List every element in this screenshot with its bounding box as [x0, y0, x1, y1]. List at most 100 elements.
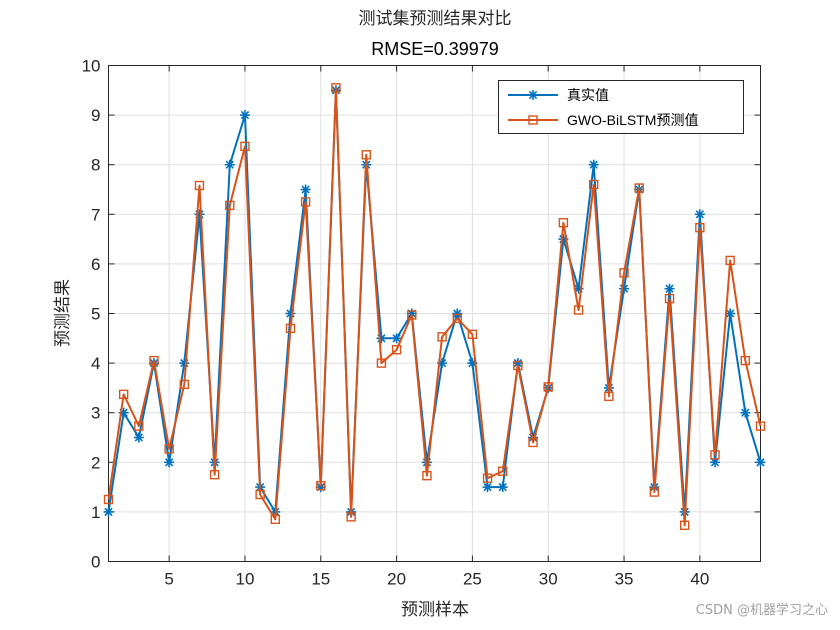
series-2-point: [452, 313, 462, 324]
series-2-point: [225, 200, 235, 211]
series-2-point: [179, 379, 190, 390]
legend-box: [498, 80, 744, 134]
series-2-point: [467, 329, 478, 340]
series-1-point: [755, 457, 766, 468]
series-1-point: [179, 358, 190, 369]
series-1-point: [725, 308, 736, 319]
chart-title: 测试集预测结果对比: [359, 9, 512, 29]
x-tick-label: 20: [387, 570, 406, 589]
x-tick-label: 10: [236, 570, 255, 589]
series-2-point: [391, 345, 402, 355]
series-2-point: [164, 444, 174, 454]
y-tick-label: 10: [82, 57, 101, 76]
series-1-point: [740, 407, 751, 418]
series-2-point: [346, 512, 356, 522]
watermark: CSDN @机器学习之心: [696, 602, 828, 618]
series-2-point: [134, 421, 144, 431]
series-2-point: [255, 489, 265, 500]
series-2-point: [528, 437, 538, 448]
series-2-point: [604, 391, 614, 402]
series-2-point: [240, 141, 250, 152]
x-tick-label: 30: [539, 570, 558, 589]
legend-marker-series-2: [528, 115, 538, 125]
series-2-point: [149, 355, 159, 366]
series-1-point: [285, 308, 296, 319]
series-2-point: [209, 470, 220, 480]
axis-ticks: 5 10 15 20 25 30 35 40 0 1 2 3 4 5 6 7 8 9 10: [82, 57, 761, 589]
series-2-point: [710, 450, 720, 460]
series-2-point: [573, 305, 584, 315]
series-1-point: [588, 159, 599, 170]
series-2-point: [558, 218, 569, 228]
y-tick-label: 3: [91, 404, 100, 423]
series-2-point: [664, 293, 675, 304]
series-1-point: [376, 333, 387, 344]
legend-label-series-2: GWO-BiLSTM预测值: [567, 112, 698, 128]
series-2-point: [695, 222, 705, 233]
series-2-point: [285, 323, 296, 334]
series-2-point: [482, 473, 493, 483]
x-tick-label: 35: [615, 570, 634, 589]
x-axis-label: 预测样本: [401, 600, 469, 620]
series-1-point: [391, 333, 402, 344]
x-tick-label: 15: [311, 570, 330, 589]
y-axis-label: 预测结果: [53, 279, 73, 347]
series-1-point: [133, 432, 144, 443]
y-tick-label: 9: [91, 106, 100, 125]
series-2-point: [513, 360, 523, 371]
series-1-point: [497, 482, 508, 493]
y-tick-label: 1: [91, 503, 100, 522]
chart-subtitle: RMSE=0.39979: [371, 39, 499, 59]
legend-label-series-1: 真实值: [567, 87, 609, 103]
y-tick-label: 5: [91, 305, 100, 324]
series-2-point: [361, 150, 371, 160]
y-tick-label: 0: [91, 553, 100, 572]
y-tick-label: 2: [91, 453, 100, 472]
series-2-point: [103, 494, 114, 505]
series-2-point: [740, 355, 751, 366]
series-1-point: [452, 308, 463, 319]
series-1-point: [694, 209, 705, 220]
series-2-point: [376, 358, 387, 368]
series-2-point: [316, 480, 326, 491]
legend-symbol-series-1: [528, 90, 538, 100]
y-tick-label: 7: [91, 205, 100, 224]
series-1-point: [710, 457, 721, 468]
series-1-point: [224, 159, 235, 170]
x-tick-label: 5: [164, 570, 173, 589]
series-2-point: [679, 520, 690, 530]
series-1-point: [664, 283, 675, 294]
series-2-point: [300, 197, 311, 207]
series-2: [103, 83, 766, 530]
series-2-point: [194, 180, 205, 191]
series-2-point: [725, 255, 735, 266]
legend: 真实值 GWO-BiLSTM预测值: [498, 80, 744, 134]
series-2-point: [407, 310, 417, 320]
series-2-point: [755, 421, 766, 431]
series-2-point: [498, 466, 508, 476]
legend-symbol-series-2: [528, 115, 538, 125]
series-2-point: [543, 382, 553, 392]
series-2-point: [589, 179, 599, 190]
series-1-point: [194, 209, 205, 220]
series-1-point: [164, 457, 175, 468]
data-series: [103, 83, 766, 530]
y-tick-label: 8: [91, 156, 100, 175]
series-1-point: [300, 184, 311, 195]
series-2-point: [118, 389, 129, 400]
series-1-point: [239, 110, 250, 121]
series-2-point: [331, 83, 341, 93]
series-2-point: [649, 487, 660, 497]
series-2-point: [634, 183, 644, 193]
y-tick-label: 4: [91, 354, 100, 373]
series-2-point: [270, 514, 280, 525]
series-1-point: [482, 482, 493, 493]
series-2-point: [437, 332, 447, 342]
series-1-point: [103, 506, 114, 517]
series-2-point: [619, 268, 629, 278]
series-2-line: [107, 86, 762, 527]
x-tick-label: 40: [690, 570, 709, 589]
legend-marker-series-1: [528, 90, 538, 100]
series-2-point: [422, 470, 432, 481]
